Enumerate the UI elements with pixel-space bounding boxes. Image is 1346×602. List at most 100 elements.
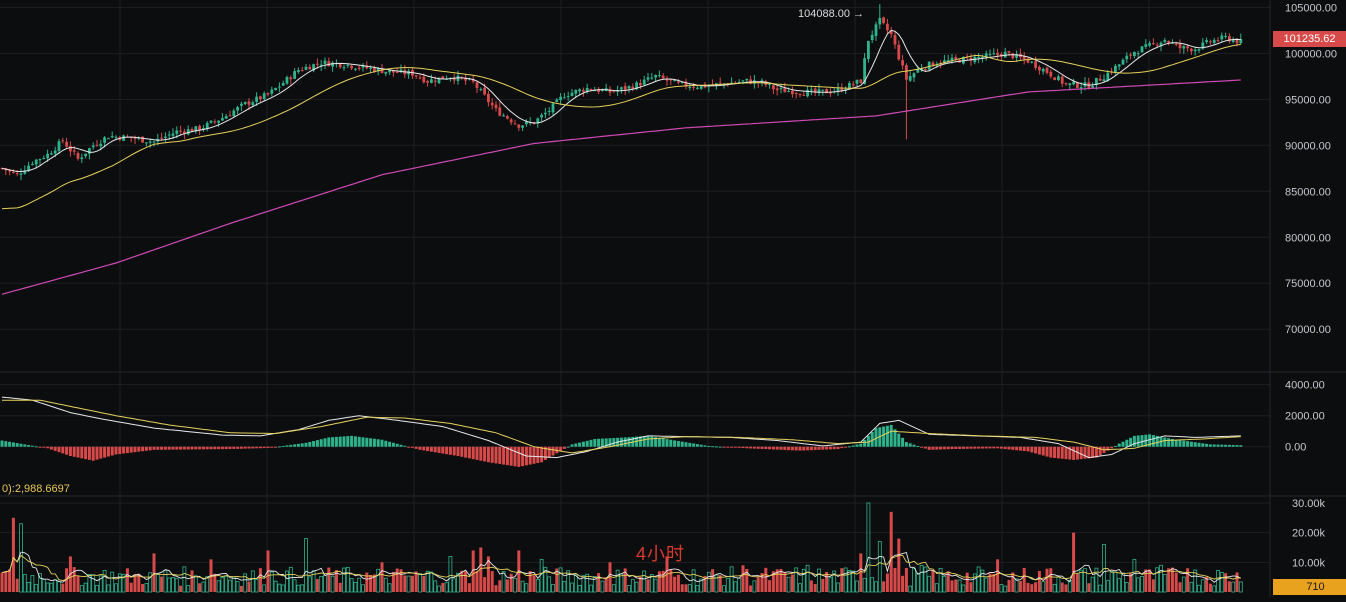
timeframe-watermark: 4小时 <box>636 544 686 564</box>
candle-body <box>1026 58 1030 63</box>
candle-body <box>905 65 908 80</box>
volume-bar <box>258 568 262 592</box>
candle-body <box>1216 40 1220 42</box>
macd-bar <box>1003 446 1007 450</box>
volume-bar <box>8 569 12 592</box>
volume-bar <box>1193 569 1198 593</box>
macd-bar <box>433 446 437 453</box>
candle-body <box>673 80 676 82</box>
candle-body <box>825 89 828 94</box>
macd-bar <box>676 440 680 447</box>
candle-body <box>867 40 870 59</box>
volume-bar <box>179 585 183 592</box>
candle-body <box>1205 40 1208 43</box>
candle-body <box>8 170 11 172</box>
macd-bar <box>1110 446 1114 449</box>
volume-bar <box>391 572 395 592</box>
candle-body <box>741 80 745 82</box>
volume-bar <box>106 584 111 593</box>
macd-bar <box>828 446 832 450</box>
candle-body <box>259 96 262 100</box>
volume-bar <box>627 585 631 593</box>
volume-bar <box>399 569 403 592</box>
macd-bar <box>502 446 506 465</box>
macd-bar <box>935 446 939 450</box>
candle-body <box>133 137 137 139</box>
volume-bar <box>901 575 905 592</box>
price-axis-label: 70000.00 <box>1285 324 1331 336</box>
macd-bar <box>517 446 521 467</box>
volume-bar <box>840 568 844 592</box>
volume-bar <box>1064 584 1068 592</box>
macd-bar <box>224 446 228 450</box>
candle-body <box>164 136 167 138</box>
volume-bar <box>604 577 608 592</box>
macd-bar <box>103 446 107 458</box>
candle-body <box>69 146 72 152</box>
volume-bar <box>805 564 810 593</box>
volume-bar <box>369 574 373 592</box>
macd-bar <box>49 446 53 450</box>
volume-bar <box>524 583 529 593</box>
candle-body <box>1011 53 1015 59</box>
volume-bar <box>1003 585 1008 593</box>
price-axis-label: 85000.00 <box>1285 186 1331 198</box>
volume-bar <box>1037 570 1041 592</box>
macd-bar <box>76 446 80 458</box>
candle-body <box>122 135 125 141</box>
candle-body <box>802 94 806 96</box>
macd-bar <box>179 446 183 450</box>
candle-body <box>882 17 885 24</box>
macd-bar <box>1197 442 1201 447</box>
volume-axis-label: 20.00k <box>1292 528 1326 540</box>
candle-body <box>821 89 825 91</box>
volume-bar <box>615 569 620 593</box>
candle-body <box>635 82 638 90</box>
volume-bar <box>1007 579 1011 592</box>
candle-body <box>1167 40 1170 43</box>
volume-bar <box>486 556 490 592</box>
candle-body <box>1053 77 1056 81</box>
macd-bar <box>821 446 825 450</box>
volume-bar <box>129 582 133 592</box>
volume-bar <box>239 585 243 592</box>
volume-bar <box>1235 572 1239 592</box>
candle-body <box>228 115 232 117</box>
volume-bar <box>163 570 168 593</box>
candle-body <box>1121 59 1125 65</box>
volume-bar <box>76 575 80 592</box>
candle-body <box>509 119 513 123</box>
macd-bar <box>293 444 297 447</box>
candle-body <box>1220 35 1224 40</box>
volume-bar <box>117 573 122 593</box>
macd-bar <box>57 446 61 453</box>
macd-bar <box>99 446 103 459</box>
macd-bar <box>901 437 905 447</box>
candle-body <box>1095 77 1098 85</box>
macd-bar <box>1098 446 1102 456</box>
macd-bar <box>885 425 889 447</box>
volume-bar <box>365 572 369 592</box>
macd-bar <box>38 446 42 448</box>
volume-bar <box>592 576 597 593</box>
volume-bar <box>1238 581 1243 593</box>
volume-bar <box>1075 573 1079 592</box>
candle-body <box>183 131 186 134</box>
macd-bar <box>1235 445 1239 447</box>
volume-bar <box>771 571 775 592</box>
candle-body <box>848 83 851 90</box>
macd-bar <box>1083 446 1087 459</box>
volume-bar <box>414 571 418 592</box>
volume-bar <box>1060 582 1064 592</box>
candle-body <box>897 44 901 60</box>
candle-body <box>992 53 996 55</box>
candle-body <box>331 62 334 67</box>
macd-bar <box>384 440 388 447</box>
macd-bar <box>357 436 361 447</box>
macd-bar <box>1041 446 1045 456</box>
macd-bar <box>851 445 855 447</box>
candle-body <box>464 77 467 81</box>
volume-bar <box>1155 567 1160 593</box>
macd-bar <box>593 438 597 447</box>
